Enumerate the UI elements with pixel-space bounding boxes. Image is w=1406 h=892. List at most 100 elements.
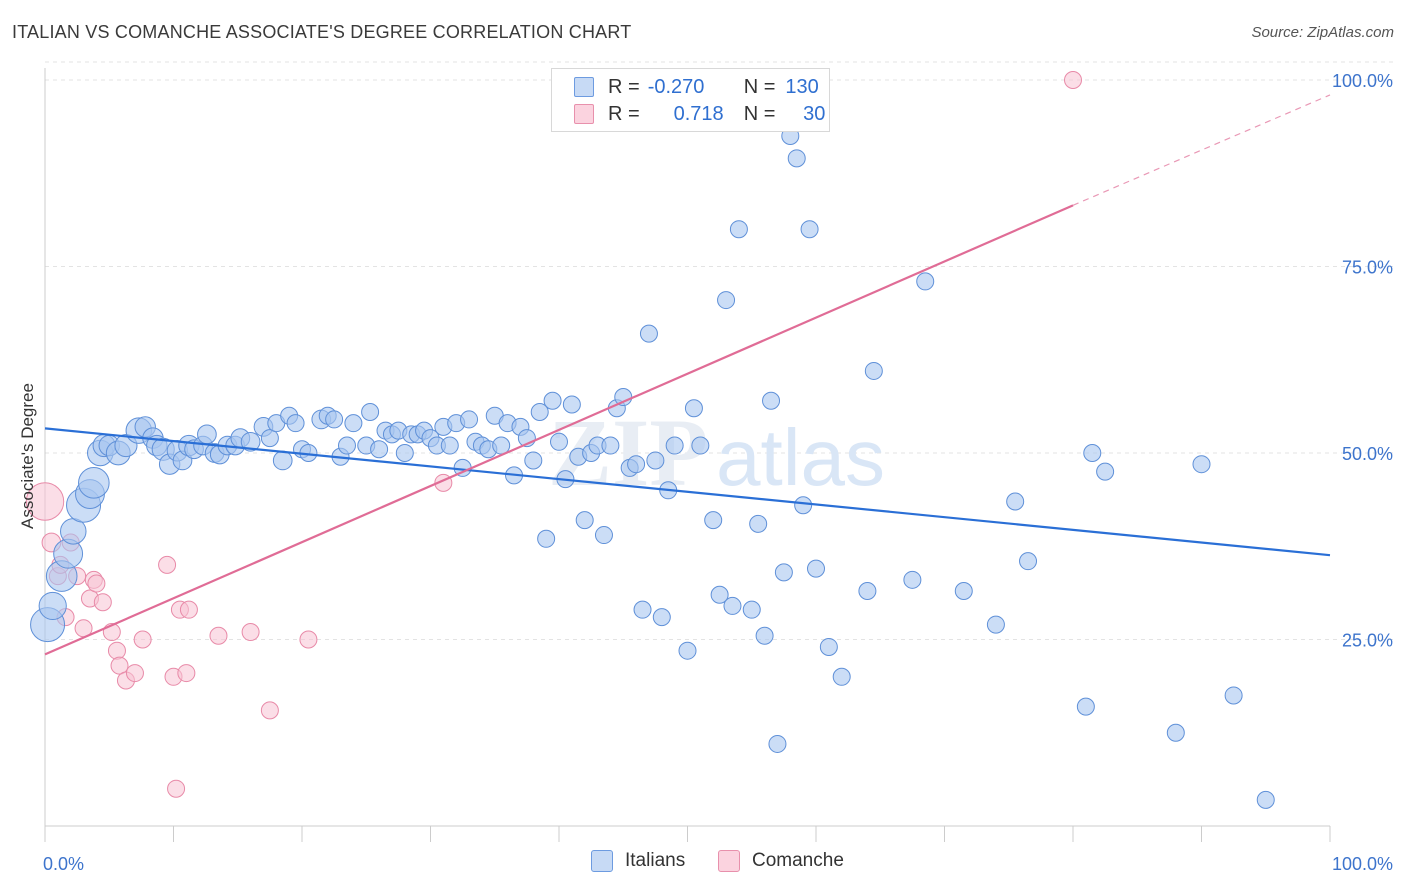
italians-point <box>1224 686 1243 705</box>
italians-point <box>832 667 851 686</box>
r-label: R = <box>608 75 640 98</box>
italians-point <box>691 436 710 455</box>
n-label: N = <box>743 102 776 125</box>
italians-point <box>260 429 279 448</box>
italians-legend-swatch <box>591 850 613 872</box>
italians-point <box>370 440 389 459</box>
italians-point <box>1083 444 1102 462</box>
legend-row-italians: R = -0.270 N = 130 <box>574 75 819 99</box>
comanche-point <box>87 574 106 593</box>
comanche-point <box>1064 71 1082 89</box>
italians-point <box>562 395 581 414</box>
italians-point <box>710 585 729 604</box>
comanche-point <box>209 626 228 645</box>
italians-point <box>954 582 973 601</box>
italians-point <box>749 514 768 533</box>
italians-point <box>768 734 787 753</box>
source-label: Source: ZipAtlas.com <box>1251 24 1394 41</box>
italians-point <box>652 608 671 627</box>
r-label: R = <box>608 102 640 125</box>
italians-point <box>807 559 825 578</box>
italians-point <box>665 436 684 455</box>
italians-point <box>916 272 935 291</box>
italians-point <box>678 641 697 660</box>
italians-point <box>800 220 819 239</box>
italians-point <box>594 526 613 545</box>
watermark-atlas: atlas <box>716 413 885 502</box>
series-legend: Italians Comanche <box>0 850 1406 880</box>
italians-point <box>633 600 652 619</box>
italians-point <box>272 450 293 471</box>
legend-item-italians[interactable]: Italians <box>591 850 685 872</box>
italians-point <box>1256 790 1275 809</box>
italians-point <box>986 615 1005 634</box>
correlation-legend: R = -0.270 N = 130 R = 0.718 N = 30 <box>551 68 830 132</box>
n-value: 30 <box>803 102 826 125</box>
italians-points <box>30 126 1275 809</box>
italians-point <box>1006 492 1025 511</box>
italians-point <box>344 414 363 433</box>
comanche-point <box>241 623 260 642</box>
comanche-point <box>167 779 186 798</box>
italians-point <box>794 496 813 515</box>
italians-point <box>38 591 67 621</box>
italians-point <box>858 582 877 601</box>
n-label: N = <box>743 75 776 98</box>
italians-point <box>78 467 110 499</box>
italians-point <box>639 324 658 343</box>
legend-item-comanche[interactable]: Comanche <box>718 850 844 872</box>
italians-point <box>1166 723 1185 742</box>
watermark: ZIP atlas <box>548 399 885 506</box>
italians-point <box>537 529 556 548</box>
comanche-point <box>158 555 177 574</box>
comanche-legend-swatch <box>718 850 740 872</box>
comanche-swatch <box>574 104 594 124</box>
italians-point <box>395 444 414 462</box>
comanche-point <box>260 701 279 720</box>
x-tick-label: 100.0% <box>1332 854 1393 874</box>
italians-point <box>742 600 761 619</box>
italians-point <box>1019 552 1038 571</box>
n-value: 130 <box>785 75 819 98</box>
y-axis-label: Associate's Degree <box>18 383 37 529</box>
italians-point <box>646 451 665 470</box>
italians-point <box>1076 697 1095 716</box>
y-tick-label: 25.0% <box>1342 631 1393 651</box>
legend-label-comanche: Comanche <box>752 850 844 871</box>
italians-point <box>762 391 781 410</box>
italians-point <box>787 149 806 168</box>
italians-point <box>729 220 748 239</box>
r-value: 0.718 <box>673 102 724 125</box>
italians-point <box>627 455 646 474</box>
italians-point <box>575 511 594 530</box>
comanche-trend-extension <box>1072 94 1331 206</box>
italians-point <box>819 637 838 656</box>
chart-title: ITALIAN VS COMANCHE ASSOCIATE'S DEGREE C… <box>12 22 632 42</box>
italians-point <box>903 570 922 589</box>
comanche-point <box>179 600 198 619</box>
italians-point <box>240 431 261 452</box>
grid-lines <box>45 61 1396 640</box>
italians-point <box>197 424 217 445</box>
legend-row-comanche: R = 0.718 N = 30 <box>574 102 825 126</box>
tick-labels: 25.0% 50.0% 75.0% 100.0% 0.0% 100.0% <box>43 71 1393 874</box>
italians-point <box>864 361 883 380</box>
axes <box>44 68 1331 842</box>
italians-point <box>524 451 543 470</box>
italians-point <box>723 596 742 615</box>
italians-point <box>337 436 356 455</box>
italians-point <box>1096 462 1115 481</box>
y-tick-label: 100.0% <box>1332 71 1393 91</box>
italians-point <box>530 402 549 421</box>
italians-point <box>361 402 380 421</box>
italians-point <box>704 511 723 530</box>
italians-point <box>325 410 344 429</box>
italians-point <box>440 436 459 455</box>
trend-lines <box>44 94 1331 656</box>
comanche-point <box>133 630 152 649</box>
italians-swatch <box>574 77 594 97</box>
comanche-point <box>25 482 65 521</box>
comanche-point <box>177 664 196 683</box>
comanche-point <box>299 630 318 649</box>
